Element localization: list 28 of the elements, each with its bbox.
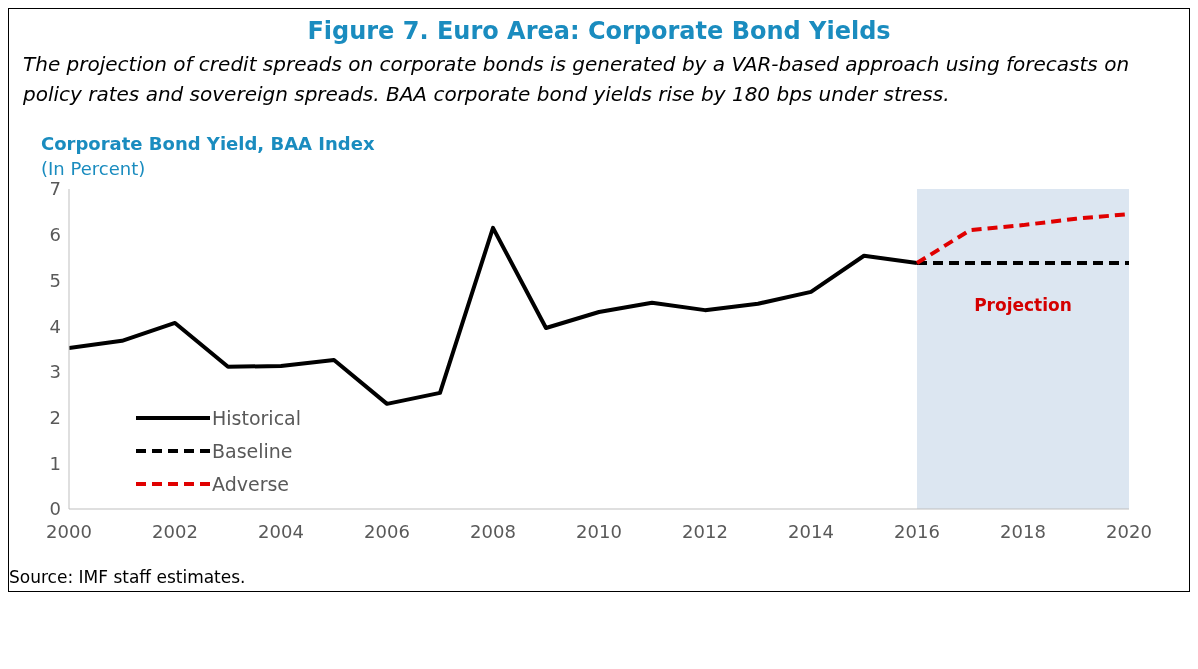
x-tick-label: 2008 [470,520,516,542]
y-tick-label: 1 [49,452,61,474]
legend-label: Adverse [212,472,290,495]
y-axis-title: Corporate Bond Yield, BAA Index [40,132,376,154]
x-tick-label: 2020 [1106,520,1152,542]
chart-title: Figure 7. Euro Area: Corporate Bond Yields [306,17,892,45]
x-tick-label: 2018 [1000,520,1046,542]
legend-label: Baseline [212,439,293,462]
x-tick-label: 2002 [152,520,198,542]
x-tick-label: 2014 [788,520,834,542]
y-tick-label: 2 [49,406,61,428]
x-tick-label: 2000 [46,520,92,542]
legend-label: Historical [212,406,301,429]
x-tick-label: 2012 [682,520,728,542]
x-tick-label: 2016 [894,520,940,542]
y-tick-label: 3 [49,361,61,383]
chart-subtitle: The projection of credit spreads on corporate bonds is generated by a VAR-based approach using forecasts on policy rates and sovereign spreads. BAA corporate bond yields rise by 180 bps under stress. [22,51,1131,108]
x-tick-label: 2010 [576,520,622,542]
y-tick-label: 0 [49,498,61,520]
x-tick-label: 2004 [258,520,304,542]
text: (In Percent) [40,157,147,179]
band-label: Projection [974,295,1072,316]
y-tick-label: 6 [49,224,61,246]
x-tick-label: 2006 [364,520,410,542]
y-tick-label: 5 [49,269,61,291]
y-tick-label: 7 [49,178,61,200]
source-note: Source: IMF staff estimates. [9,566,247,589]
y-tick-label: 4 [49,315,61,337]
